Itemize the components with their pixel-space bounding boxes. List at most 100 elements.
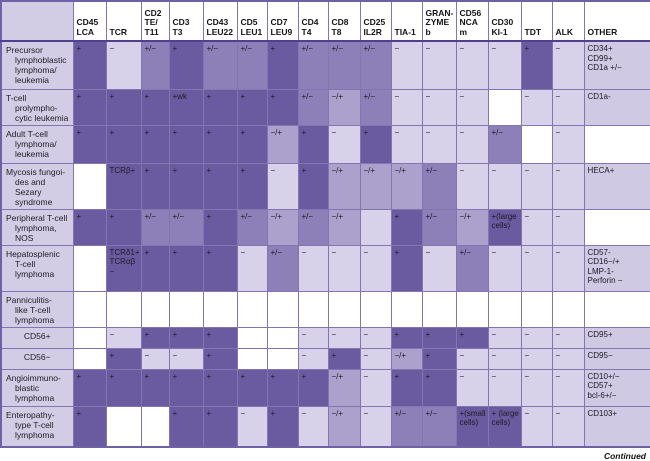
cell-hepatosplenic-tdt: − <box>520 244 553 292</box>
cell-adult-t-cell-granzyme-b: − <box>421 124 457 164</box>
cell-peripheral-t-cell-nos-cd25-il2r <box>359 208 392 246</box>
cell-t-cell-prolymphocytic-tia-1: − <box>390 88 423 126</box>
cell-enteropathy-type-cd7-leu9: + <box>266 405 299 448</box>
cell-precursor-lymphoblastic-cd56-ncam: − <box>455 40 489 90</box>
cell-enteropathy-type-tia-1: +/− <box>390 405 423 448</box>
cell-angioimmunoblastic-cd45-lca: + <box>72 368 107 407</box>
cell-precursor-lymphoblastic-cd30-ki1: − <box>487 40 522 90</box>
col-header-cd7-leu9: CD7 LEU9 <box>266 0 299 42</box>
cell-adult-t-cell-cd30-ki1: +/− <box>487 124 522 164</box>
cell-angioimmunoblastic-tcr: + <box>105 368 142 407</box>
col-header-cd5-leu1: CD5 LEU1 <box>236 0 268 42</box>
cell-peripheral-t-cell-nos-alk: − <box>551 208 585 246</box>
cell-cd56-negative-cd8-t8: + <box>327 347 361 370</box>
cell-precursor-lymphoblastic-tia-1: − <box>390 40 423 90</box>
cell-t-cell-prolymphocytic-cd8-t8: −/+ <box>327 88 361 126</box>
col-header-alk: ALK <box>551 0 585 42</box>
cell-enteropathy-type-alk: − <box>551 405 585 448</box>
cell-cd56-negative-cd45-lca <box>72 347 107 370</box>
cell-angioimmunoblastic-cd3-t3: + <box>168 368 204 407</box>
cell-t-cell-prolymphocytic-cd4-t4: +/− <box>297 88 329 126</box>
table-row-peripheral-t-cell-nos: Peripheral T-cell lymphoma, NOS + + +/− +/− +… <box>0 208 650 246</box>
cell-enteropathy-type-cd43-leu22: + <box>202 405 238 448</box>
cell-mycosis-fungoides-cd45-lca <box>72 162 107 210</box>
table-row-precursor-lymphoblastic: Precursor lymphoblastic lymphoma/ leukem… <box>0 40 650 90</box>
table-body: Precursor lymphoblastic lymphoma/ leukem… <box>0 40 650 448</box>
cell-adult-t-cell-cd8-t8: − <box>327 124 361 164</box>
cell-t-cell-prolymphocytic-cd43-leu22: + <box>202 88 238 126</box>
cell-adult-t-cell-cd7-leu9: −/+ <box>266 124 299 164</box>
cell-adult-t-cell-tia-1: − <box>390 124 423 164</box>
cell-cd56-positive-cd4-t4: − <box>297 326 329 349</box>
cell-panniculitis-like-granzyme-b <box>421 290 457 328</box>
table-row-angioimmunoblastic: Angioimmuno- blastic lymphoma + + + + + + + + −/+… <box>0 368 650 407</box>
row-label-enteropathy-type: Enteropathy- type T-cell lymphoma <box>0 405 74 448</box>
cell-precursor-lymphoblastic-tcr: − <box>105 40 142 90</box>
cell-mycosis-fungoides-tdt: − <box>520 162 553 210</box>
cell-enteropathy-type-tcr <box>105 405 142 448</box>
cell-cd56-negative-cd3-t3: − <box>168 347 204 370</box>
cell-hepatosplenic-cd43-leu22: + <box>202 244 238 292</box>
cell-adult-t-cell-cd25-il2r: + <box>359 124 392 164</box>
cell-hepatosplenic-cd3-t3: + <box>168 244 204 292</box>
cell-adult-t-cell-cd45-lca: + <box>72 124 107 164</box>
col-header-cd25-il2r: CD25 IL2R <box>359 0 392 42</box>
cell-precursor-lymphoblastic-cd4-t4: +/− <box>297 40 329 90</box>
cell-adult-t-cell-cd56-ncam: − <box>455 124 489 164</box>
col-header-tcr: TCR <box>105 0 142 42</box>
row-label-hepatosplenic: Hepatosplenic T-cell lymphoma <box>0 244 74 292</box>
cell-peripheral-t-cell-nos-cd4-t4: +/− <box>297 208 329 246</box>
cell-cd56-positive-cd8-t8: − <box>327 326 361 349</box>
cell-adult-t-cell-cd3-t3: + <box>168 124 204 164</box>
cell-mycosis-fungoides-alk: − <box>551 162 585 210</box>
cell-t-cell-prolymphocytic-cd56-ncam: − <box>455 88 489 126</box>
cell-peripheral-t-cell-nos-cd5-leu1: +/− <box>236 208 268 246</box>
cell-angioimmunoblastic-cd2-te-t11: + <box>140 368 170 407</box>
cell-panniculitis-like-cd30-ki1 <box>487 290 522 328</box>
cell-peripheral-t-cell-nos-cd3-t3: +/− <box>168 208 204 246</box>
cell-panniculitis-like-cd2-te-t11 <box>140 290 170 328</box>
cell-panniculitis-like-other <box>583 290 650 328</box>
cell-adult-t-cell-other <box>583 124 650 164</box>
cell-precursor-lymphoblastic-cd5-leu1: +/− <box>236 40 268 90</box>
cell-mycosis-fungoides-other: HECA+ <box>583 162 650 210</box>
cell-enteropathy-type-cd8-t8: −/+ <box>327 405 361 448</box>
cell-precursor-lymphoblastic-other: CD34+ CD99+ CD1a +/− <box>583 40 650 90</box>
cell-panniculitis-like-tcr <box>105 290 142 328</box>
cell-panniculitis-like-cd7-leu9 <box>266 290 299 328</box>
cell-enteropathy-type-cd3-t3: + <box>168 405 204 448</box>
cell-mycosis-fungoides-tia-1: −/+ <box>390 162 423 210</box>
cell-enteropathy-type-cd2-te-t11 <box>140 405 170 448</box>
cell-cd56-positive-cd43-leu22: + <box>202 326 238 349</box>
cell-precursor-lymphoblastic-cd8-t8: +/− <box>327 40 361 90</box>
cell-adult-t-cell-cd43-leu22: + <box>202 124 238 164</box>
cell-cd56-negative-cd5-leu1 <box>236 347 268 370</box>
cell-hepatosplenic-other: CD57- CD16−/+ LMP-1- Perforin − <box>583 244 650 292</box>
row-label-cd56-negative: CD56− <box>0 347 74 370</box>
cell-mycosis-fungoides-cd2-te-t11: + <box>140 162 170 210</box>
cell-mycosis-fungoides-cd30-ki1: − <box>487 162 522 210</box>
cell-peripheral-t-cell-nos-cd56-ncam: −/+ <box>455 208 489 246</box>
cell-hepatosplenic-cd7-leu9: +/− <box>266 244 299 292</box>
header-row: CD45 LCA TCR CD2 TE/ T11 CD3 T3 CD43 LEU22 CD… <box>0 0 650 42</box>
cell-adult-t-cell-cd4-t4: + <box>297 124 329 164</box>
col-header-cd4-t4: CD4 T4 <box>297 0 329 42</box>
cell-panniculitis-like-tdt <box>520 290 553 328</box>
cell-precursor-lymphoblastic-cd7-leu9: + <box>266 40 299 90</box>
row-label-mycosis-fungoides: Mycosis fungoi- des and Sezary syndrome <box>0 162 74 210</box>
cell-adult-t-cell-cd5-leu1: + <box>236 124 268 164</box>
continued-note: Continued <box>603 451 646 461</box>
cell-panniculitis-like-cd3-t3 <box>168 290 204 328</box>
cell-cd56-positive-cd3-t3: + <box>168 326 204 349</box>
cell-cd56-positive-cd7-leu9 <box>266 326 299 349</box>
cell-cd56-positive-cd25-il2r: − <box>359 326 392 349</box>
cell-panniculitis-like-alk <box>551 290 585 328</box>
cell-precursor-lymphoblastic-granzyme-b: − <box>421 40 457 90</box>
cell-mycosis-fungoides-granzyme-b: +/− <box>421 162 457 210</box>
col-header-tdt: TDT <box>520 0 553 42</box>
cell-t-cell-prolymphocytic-cd3-t3: +wk <box>168 88 204 126</box>
row-label-precursor-lymphoblastic: Precursor lymphoblastic lymphoma/ leukem… <box>0 40 74 90</box>
cell-peripheral-t-cell-nos-tdt: − <box>520 208 553 246</box>
cell-angioimmunoblastic-cd5-leu1: + <box>236 368 268 407</box>
cell-mycosis-fungoides-cd25-il2r: −/+ <box>359 162 392 210</box>
